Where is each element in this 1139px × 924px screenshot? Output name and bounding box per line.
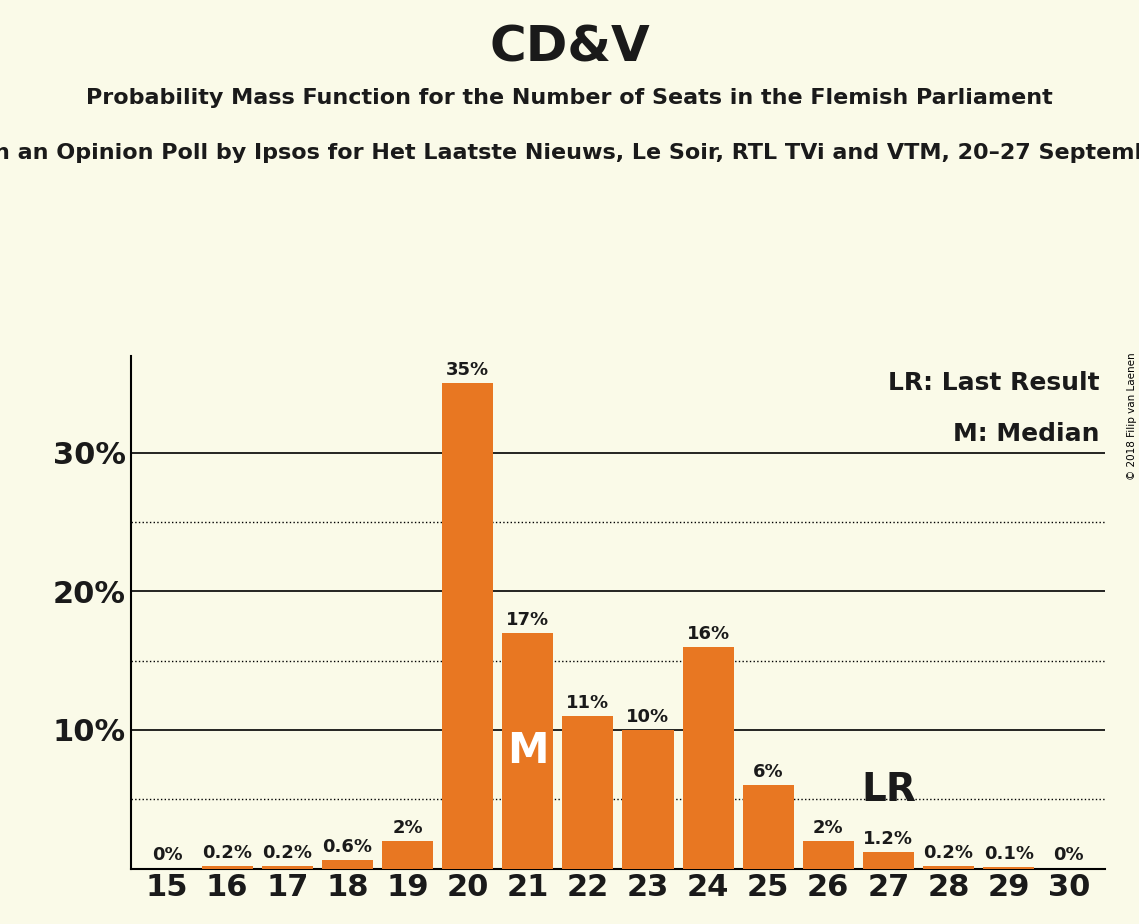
- Bar: [382, 841, 433, 869]
- Bar: [442, 383, 493, 869]
- Text: 0%: 0%: [151, 846, 182, 865]
- Text: LR: Last Result: LR: Last Result: [888, 371, 1100, 395]
- Bar: [682, 647, 734, 869]
- Bar: [863, 852, 913, 869]
- Text: 0.2%: 0.2%: [262, 844, 312, 861]
- Text: M: M: [507, 730, 549, 772]
- Bar: [743, 785, 794, 869]
- Text: 0.6%: 0.6%: [322, 838, 372, 856]
- Text: 6%: 6%: [753, 763, 784, 782]
- Text: 2%: 2%: [392, 819, 423, 837]
- Text: Probability Mass Function for the Number of Seats in the Flemish Parliament: Probability Mass Function for the Number…: [87, 88, 1052, 108]
- Bar: [923, 866, 974, 869]
- Text: n an Opinion Poll by Ipsos for Het Laatste Nieuws, Le Soir, RTL TVi and VTM, 20–: n an Opinion Poll by Ipsos for Het Laats…: [0, 143, 1139, 164]
- Bar: [502, 633, 554, 869]
- Text: 10%: 10%: [626, 708, 670, 726]
- Text: 11%: 11%: [566, 694, 609, 711]
- Text: 1.2%: 1.2%: [863, 830, 913, 848]
- Text: LR: LR: [861, 771, 916, 808]
- Bar: [202, 866, 253, 869]
- Text: 0.2%: 0.2%: [202, 844, 252, 861]
- Bar: [262, 866, 313, 869]
- Bar: [622, 730, 673, 869]
- Text: 0%: 0%: [1054, 846, 1084, 865]
- Text: 0.1%: 0.1%: [984, 845, 1034, 863]
- Bar: [322, 860, 372, 869]
- Bar: [983, 867, 1034, 869]
- Text: CD&V: CD&V: [489, 23, 650, 71]
- Text: 35%: 35%: [446, 361, 489, 380]
- Text: 17%: 17%: [506, 611, 549, 629]
- Bar: [803, 841, 854, 869]
- Text: M: Median: M: Median: [953, 422, 1100, 446]
- Text: © 2018 Filip van Laenen: © 2018 Filip van Laenen: [1126, 352, 1137, 480]
- Bar: [563, 716, 614, 869]
- Text: 16%: 16%: [687, 625, 730, 643]
- Text: 0.2%: 0.2%: [924, 844, 974, 861]
- Text: 2%: 2%: [813, 819, 844, 837]
